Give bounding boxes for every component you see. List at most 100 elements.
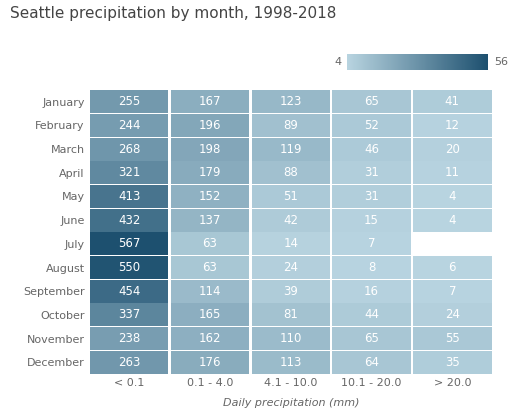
- Text: 413: 413: [118, 190, 141, 203]
- Text: 52: 52: [364, 119, 379, 132]
- Text: 41: 41: [445, 95, 460, 108]
- Bar: [171, 280, 249, 303]
- Text: 113: 113: [279, 356, 302, 369]
- Bar: [332, 185, 411, 208]
- Bar: [332, 303, 411, 326]
- Bar: [171, 327, 249, 350]
- Text: 244: 244: [118, 119, 141, 132]
- Bar: [90, 114, 169, 137]
- Text: 321: 321: [118, 166, 141, 179]
- Bar: [251, 161, 330, 184]
- Bar: [332, 138, 411, 161]
- Bar: [90, 351, 169, 374]
- Bar: [171, 185, 249, 208]
- Text: 337: 337: [118, 308, 140, 321]
- Text: Seattle precipitation by month, 1998-2018: Seattle precipitation by month, 1998-201…: [10, 6, 336, 21]
- Text: 35: 35: [445, 356, 460, 369]
- Bar: [413, 327, 492, 350]
- Text: 454: 454: [118, 285, 141, 298]
- Text: 567: 567: [494, 57, 508, 67]
- Bar: [332, 161, 411, 184]
- Bar: [413, 351, 492, 374]
- Bar: [90, 185, 169, 208]
- Bar: [171, 256, 249, 279]
- Text: 14: 14: [283, 237, 298, 250]
- Text: 4: 4: [334, 57, 341, 67]
- Text: 55: 55: [445, 332, 460, 345]
- Text: 51: 51: [283, 190, 298, 203]
- Text: 179: 179: [199, 166, 221, 179]
- Text: 152: 152: [199, 190, 221, 203]
- Bar: [171, 114, 249, 137]
- Bar: [413, 256, 492, 279]
- Bar: [413, 280, 492, 303]
- Bar: [251, 327, 330, 350]
- Text: 198: 198: [199, 143, 221, 155]
- Bar: [90, 90, 169, 113]
- Text: 65: 65: [364, 332, 379, 345]
- Bar: [251, 114, 330, 137]
- Bar: [332, 351, 411, 374]
- Text: 88: 88: [283, 166, 298, 179]
- Text: 255: 255: [118, 95, 140, 108]
- Text: 114: 114: [199, 285, 221, 298]
- Bar: [251, 138, 330, 161]
- Text: 162: 162: [199, 332, 221, 345]
- Text: 7: 7: [449, 285, 456, 298]
- Text: 20: 20: [445, 143, 460, 155]
- Bar: [90, 209, 169, 232]
- Text: 16: 16: [364, 285, 379, 298]
- Bar: [251, 351, 330, 374]
- Text: 11: 11: [445, 166, 460, 179]
- Bar: [251, 90, 330, 113]
- Text: 550: 550: [118, 261, 140, 274]
- Text: 15: 15: [364, 214, 379, 227]
- Bar: [332, 90, 411, 113]
- Text: 432: 432: [118, 214, 141, 227]
- Bar: [332, 114, 411, 137]
- Text: 238: 238: [118, 332, 140, 345]
- Bar: [413, 209, 492, 232]
- Text: 196: 196: [199, 119, 221, 132]
- Text: 176: 176: [199, 356, 221, 369]
- Text: 4: 4: [449, 190, 456, 203]
- Text: 110: 110: [279, 332, 302, 345]
- Text: 119: 119: [279, 143, 302, 155]
- Bar: [171, 90, 249, 113]
- Bar: [413, 303, 492, 326]
- Bar: [171, 161, 249, 184]
- Bar: [90, 161, 169, 184]
- Bar: [413, 232, 492, 255]
- Text: 8: 8: [368, 261, 375, 274]
- Bar: [413, 185, 492, 208]
- Bar: [90, 327, 169, 350]
- Bar: [90, 256, 169, 279]
- Bar: [90, 280, 169, 303]
- Bar: [413, 114, 492, 137]
- Text: 7: 7: [368, 237, 375, 250]
- Bar: [171, 303, 249, 326]
- Bar: [332, 280, 411, 303]
- Text: 81: 81: [283, 308, 298, 321]
- Bar: [332, 256, 411, 279]
- Text: Daily precipitation (mm): Daily precipitation (mm): [223, 398, 359, 408]
- Bar: [251, 185, 330, 208]
- Text: 167: 167: [199, 95, 221, 108]
- Bar: [251, 232, 330, 255]
- Bar: [413, 138, 492, 161]
- Text: 31: 31: [364, 190, 379, 203]
- Bar: [251, 256, 330, 279]
- Bar: [90, 232, 169, 255]
- Text: 39: 39: [283, 285, 298, 298]
- Text: 89: 89: [283, 119, 298, 132]
- Text: 567: 567: [118, 237, 141, 250]
- Bar: [171, 232, 249, 255]
- Text: 31: 31: [364, 166, 379, 179]
- Text: 64: 64: [364, 356, 379, 369]
- Text: 63: 63: [203, 237, 217, 250]
- Text: 137: 137: [199, 214, 221, 227]
- Text: 263: 263: [118, 356, 141, 369]
- Bar: [332, 209, 411, 232]
- Text: 24: 24: [283, 261, 298, 274]
- Bar: [90, 138, 169, 161]
